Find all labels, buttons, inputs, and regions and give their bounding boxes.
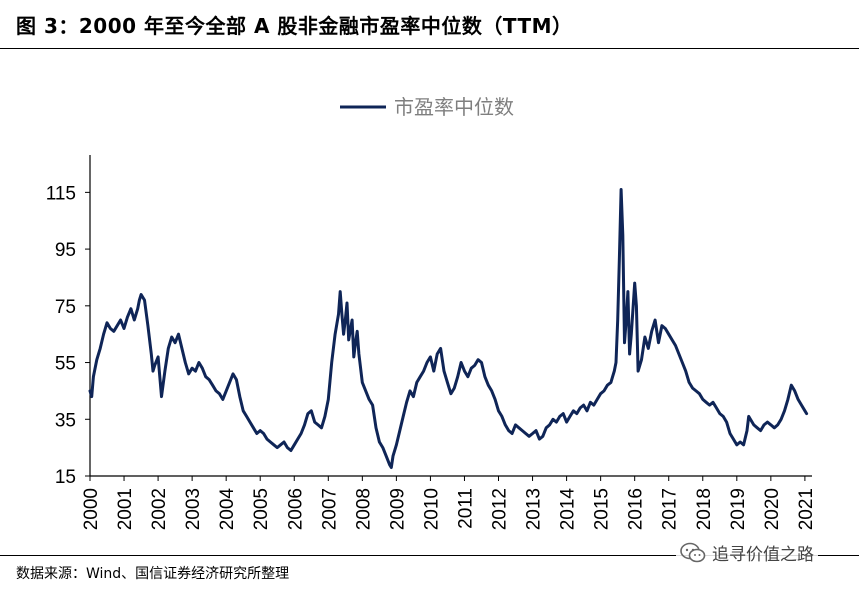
source-note: 数据来源：Wind、国信证券经济研究所整理 [16,566,290,582]
y-tick-label: 15 [55,467,76,488]
x-tick-label: 2008 [353,488,374,530]
x-tick-label: 2002 [149,488,170,530]
axes: 15 35 55 75 95 115 2000 2001 2002 2003 2004 2005 200… [46,155,817,530]
x-tick-label: 2003 [183,488,204,530]
y-tick-label: 35 [55,410,76,431]
x-tick-label: 2015 [592,488,613,530]
plot-area [88,188,809,469]
x-tick-label: 2005 [251,488,272,530]
watermark-text: 追寻价值之路 [712,545,814,565]
footer-divider [0,555,859,556]
title-divider [0,48,859,49]
x-tick-label: 2020 [762,488,783,530]
x-tick-label: 2011 [455,488,476,529]
x-tick-label: 2007 [319,488,340,530]
x-tick-label: 2009 [387,488,408,530]
x-tick-label: 2000 [81,488,102,530]
legend-label: 市盈率中位数 [394,95,514,119]
x-tick-label: 2013 [524,488,545,530]
x-tick-label: 2017 [660,488,681,530]
x-tick-label: 2001 [115,488,136,530]
legend: 市盈率中位数 [340,95,514,119]
watermark: 追寻价值之路 [676,538,818,567]
series-line-0 [88,188,809,469]
wechat-icon [680,542,706,562]
x-tick-label: 2014 [558,488,579,531]
x-tick-label: 2006 [285,488,306,530]
y-tick-label: 95 [55,240,76,261]
x-tick-label: 2004 [217,488,238,531]
y-tick-label: 55 [55,354,76,375]
figure-title: 图 3：2000 年至今全部 A 股非金融市盈率中位数（TTM） [16,14,573,38]
x-tick-label: 2012 [490,488,511,530]
y-tick-label: 75 [55,297,76,318]
x-tick-label: 2018 [694,488,715,530]
x-tick-label: 2019 [728,488,749,530]
pe-median-chart: 市盈率中位数 15 35 55 75 95 115 2000 2001 2002 2003 2004… [46,95,817,530]
x-tick-label: 2016 [626,488,647,530]
x-tick-label: 2021 [796,488,817,530]
y-tick-label: 115 [46,183,76,204]
x-tick-label: 2010 [421,488,442,530]
